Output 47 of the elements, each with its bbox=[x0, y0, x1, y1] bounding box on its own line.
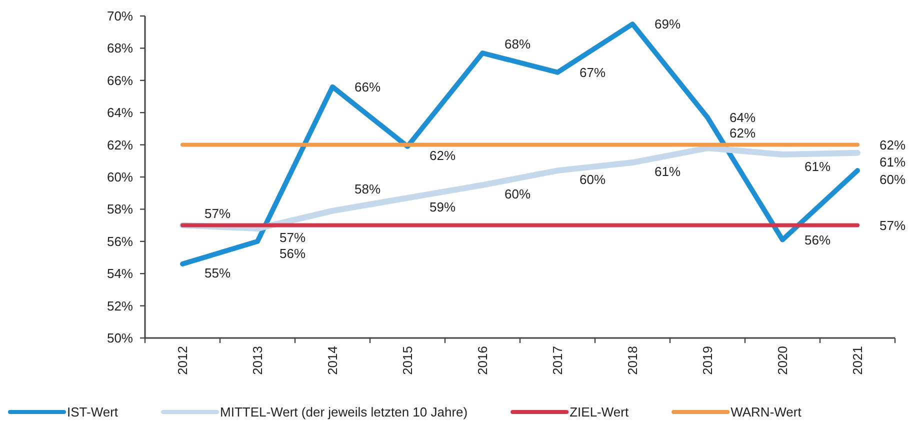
legend-label: ZIEL-Wert bbox=[570, 404, 629, 420]
data-label: 57% bbox=[280, 230, 306, 246]
data-label: 60% bbox=[504, 186, 531, 202]
data-label: 62% bbox=[880, 137, 906, 152]
y-tick-label: 56% bbox=[106, 234, 134, 249]
y-tick-label: 62% bbox=[106, 137, 134, 152]
x-tick-label: 2017 bbox=[550, 346, 565, 375]
legend-label: WARN-Wert bbox=[730, 404, 802, 420]
x-tick-label: 2021 bbox=[850, 346, 865, 375]
y-tick-label: 70% bbox=[106, 8, 134, 24]
data-label: 68% bbox=[504, 36, 531, 52]
data-label: 61% bbox=[880, 154, 906, 170]
data-label: 59% bbox=[430, 199, 456, 214]
x-tick-label: 2020 bbox=[775, 346, 790, 375]
y-tick-label: 64% bbox=[106, 105, 134, 120]
data-label: 57% bbox=[880, 218, 906, 233]
data-label: 61% bbox=[804, 158, 831, 174]
y-tick-label: 50% bbox=[106, 330, 134, 346]
data-label: 56% bbox=[804, 232, 831, 248]
data-label: 57% bbox=[204, 206, 231, 221]
x-tick-label: 2018 bbox=[625, 346, 640, 375]
data-label: 58% bbox=[354, 181, 381, 196]
x-tick-label: 2019 bbox=[700, 346, 715, 375]
y-tick-label: 60% bbox=[106, 170, 134, 184]
data-label: 64% bbox=[730, 110, 756, 125]
data-label: 67% bbox=[580, 64, 606, 80]
x-tick-label: 2013 bbox=[250, 346, 265, 375]
data-label: 61% bbox=[654, 164, 681, 180]
data-label: 60% bbox=[580, 172, 606, 188]
legend-label: MITTEL-Wert (der jeweils letzten 10 Jahre) bbox=[220, 404, 468, 420]
data-label: 69% bbox=[654, 16, 681, 32]
x-tick-label: 2014 bbox=[325, 346, 340, 375]
data-label: 60% bbox=[880, 172, 906, 188]
data-label: 55% bbox=[204, 265, 231, 280]
x-tick-label: 2012 bbox=[175, 346, 190, 375]
data-label: 62% bbox=[730, 126, 756, 141]
data-label: 56% bbox=[280, 246, 306, 261]
data-label: 66% bbox=[354, 79, 381, 94]
legend-label: IST-Wert bbox=[67, 404, 118, 420]
y-tick-label: 52% bbox=[106, 298, 134, 314]
x-tick-label: 2016 bbox=[475, 346, 490, 375]
x-tick-label: 2015 bbox=[400, 346, 415, 375]
y-tick-label: 68% bbox=[106, 40, 134, 56]
y-tick-label: 54% bbox=[106, 266, 134, 282]
y-tick-label: 66% bbox=[106, 72, 134, 88]
y-tick-label: 58% bbox=[106, 202, 134, 217]
data-label: 62% bbox=[430, 148, 456, 163]
